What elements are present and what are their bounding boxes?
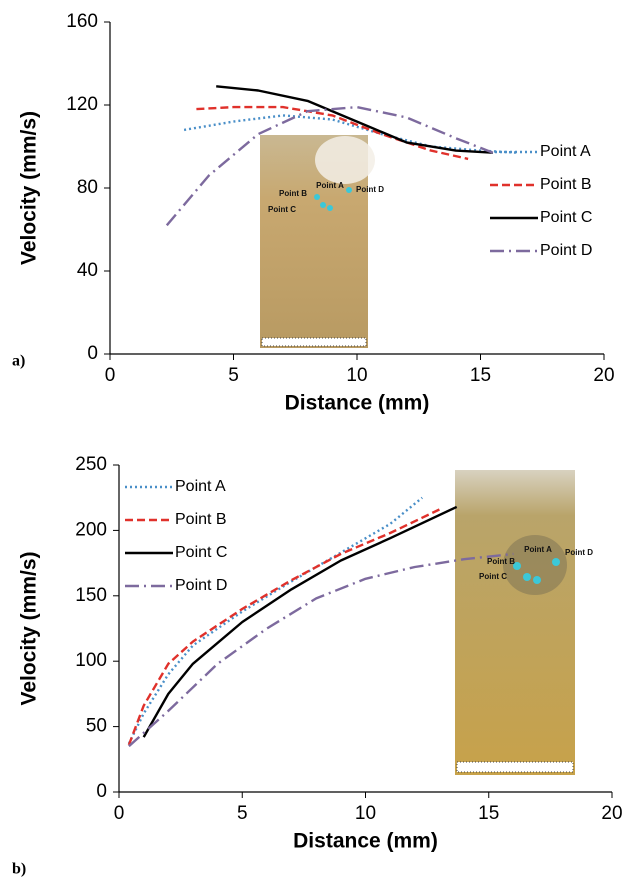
series-line bbox=[127, 508, 440, 746]
panel-label: b) bbox=[12, 861, 26, 878]
inset-label: Point B bbox=[279, 189, 307, 198]
legend-label: Point A bbox=[540, 143, 591, 160]
y-tick-label: 160 bbox=[66, 11, 98, 32]
y-axis-title: Velocity (mm/s) bbox=[18, 551, 41, 705]
x-tick-label: 0 bbox=[105, 365, 116, 386]
y-tick-label: 40 bbox=[77, 260, 98, 281]
legend-label: Point C bbox=[175, 544, 227, 561]
inset-label: Point A bbox=[524, 545, 552, 554]
series-line bbox=[142, 505, 458, 738]
y-tick-label: 150 bbox=[75, 585, 107, 606]
y-axis-title: Velocity (mm/s) bbox=[18, 111, 41, 265]
inset-label: Point C bbox=[479, 572, 507, 581]
y-tick-label: 200 bbox=[75, 519, 107, 540]
legend-label: Point D bbox=[540, 242, 592, 259]
inset-photo bbox=[260, 135, 375, 348]
x-tick-label: 15 bbox=[470, 365, 491, 386]
inset-photo bbox=[455, 470, 575, 775]
inset-label: Point C bbox=[268, 205, 296, 214]
series-line bbox=[165, 105, 494, 227]
legend-label: Point D bbox=[175, 577, 227, 594]
series-line bbox=[216, 85, 493, 154]
y-tick-label: 120 bbox=[66, 94, 98, 115]
x-tick-label: 0 bbox=[114, 803, 125, 824]
series-line bbox=[127, 496, 423, 745]
legend-label: Point B bbox=[175, 511, 227, 528]
x-tick-label: 20 bbox=[601, 803, 622, 824]
legend-label: Point C bbox=[540, 209, 592, 226]
legend-label: Point B bbox=[540, 176, 592, 193]
x-tick-label: 10 bbox=[346, 365, 367, 386]
series-line bbox=[128, 552, 514, 748]
y-tick-label: 0 bbox=[96, 781, 107, 802]
x-tick-label: 15 bbox=[478, 803, 499, 824]
x-axis-title: Distance (mm) bbox=[285, 392, 430, 415]
y-tick-label: 100 bbox=[75, 650, 107, 671]
inset-label: Point B bbox=[487, 557, 515, 566]
inset-label: Point D bbox=[356, 185, 384, 194]
series-line bbox=[183, 114, 518, 154]
y-tick-label: 80 bbox=[77, 177, 98, 198]
panel-label: a) bbox=[12, 353, 25, 370]
inset-label: Point D bbox=[565, 548, 593, 557]
x-tick-label: 20 bbox=[593, 365, 614, 386]
legend-label: Point A bbox=[175, 478, 226, 495]
series-line bbox=[196, 105, 469, 161]
inset-label: Point A bbox=[316, 181, 344, 190]
x-tick-label: 5 bbox=[237, 803, 248, 824]
y-tick-label: 50 bbox=[86, 716, 107, 737]
y-tick-label: 250 bbox=[75, 454, 107, 475]
x-tick-label: 5 bbox=[228, 365, 239, 386]
x-axis-title: Distance (mm) bbox=[293, 830, 438, 853]
x-tick-label: 10 bbox=[355, 803, 376, 824]
y-tick-label: 0 bbox=[87, 343, 98, 364]
